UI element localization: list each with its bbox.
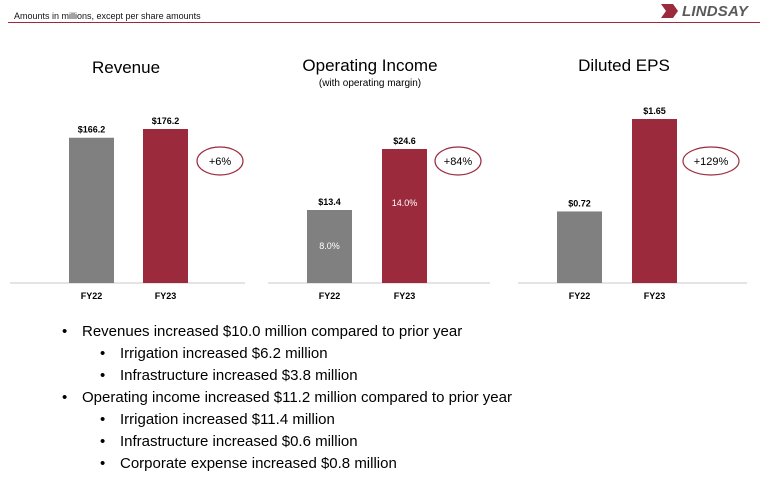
logo-text: LINDSAY <box>682 2 749 20</box>
revenue-change-badge <box>196 146 244 176</box>
lindsay-logo: LINDSAY <box>661 2 748 20</box>
revenue-value-label-fy23: $176.2 <box>152 116 180 126</box>
eps-chart-title: Diluted EPS <box>578 56 670 75</box>
operating-income-category-fy23: FY23 <box>394 291 416 301</box>
bullet-dot-icon: • <box>100 411 106 428</box>
sub-bullet-item: • Irrigation increased $11.4 million <box>100 411 335 428</box>
sub-bullet-item: • Infrastructure increased $3.8 million <box>100 367 358 384</box>
bullet-dot-icon: • <box>100 433 106 450</box>
revenue-category-fy22: FY22 <box>81 291 103 301</box>
bullet-item: • Revenues increased $10.0 million compar… <box>62 323 463 340</box>
eps-value-label-fy22: $0.72 <box>568 198 591 208</box>
bullet-dot-icon: • <box>100 455 106 472</box>
sub-bullet-item: • Irrigation increased $6.2 million <box>100 345 328 362</box>
bullet-text: Operating income increased $11.2 million… <box>82 389 512 406</box>
eps-category-fy22: FY22 <box>569 291 591 301</box>
revenue-category-fy23: FY23 <box>155 291 177 301</box>
revenue-chart-title: Revenue <box>91 58 161 77</box>
eps-category-fy23: FY23 <box>644 291 666 301</box>
header-rule <box>8 22 760 23</box>
bullet-text: Irrigation increased $6.2 million <box>120 345 328 362</box>
operating-income-change-badge <box>434 146 482 176</box>
eps-change-label: +129% <box>694 156 729 168</box>
bullet-text: Irrigation increased $11.4 million <box>120 411 335 428</box>
bullet-text: Corporate expense increased $0.8 million <box>120 455 397 472</box>
operating-income-margin-label-fy23: 14.0% <box>392 198 418 208</box>
sub-bullet-item: • Infrastructure increased $0.6 million <box>100 433 358 450</box>
charts-canvas: $166.2 FY22 $176.2 FY23 +6% $13.4 8.0% FY22 $24.… <box>10 106 747 301</box>
revenue-bar-fy22 <box>69 137 114 283</box>
logo-chevron-icon <box>661 4 678 18</box>
operating-income-chart-title: Operating Income <box>302 56 438 75</box>
bullet-dot-icon: • <box>62 323 68 340</box>
operating-income-value-label-fy23: $24.6 <box>393 136 416 146</box>
revenue-change-label: +6% <box>209 156 232 168</box>
bullet-text: Infrastructure increased $0.6 million <box>120 433 358 450</box>
bullet-text: Infrastructure increased $3.8 million <box>120 367 358 384</box>
bullet-text: Revenues increased $10.0 million compare… <box>82 323 463 340</box>
operating-income-bar-fy23 <box>382 149 427 283</box>
revenue-bar-fy23 <box>143 129 188 283</box>
bullet-item: • Operating income increased $11.2 millio… <box>62 389 512 406</box>
bullet-dot-icon: • <box>100 367 106 384</box>
operating-income-value-label-fy22: $13.4 <box>318 197 341 207</box>
sub-bullet-item: • Corporate expense increased $0.8 millio… <box>100 455 397 472</box>
operating-income-chart-subtitle: (with operating margin) <box>318 78 422 89</box>
revenue-value-label-fy22: $166.2 <box>78 125 106 135</box>
bullet-dot-icon: • <box>100 345 106 362</box>
operating-income-change-label: +84% <box>444 156 473 168</box>
eps-change-badge <box>682 146 740 176</box>
operating-income-category-fy22: FY22 <box>319 291 341 301</box>
eps-bar-fy22 <box>557 211 602 283</box>
bullet-dot-icon: • <box>62 389 68 406</box>
eps-bar-fy23 <box>632 119 677 283</box>
amounts-note: Amounts in millions, except per share am… <box>14 11 201 21</box>
operating-income-bar-fy22 <box>307 210 352 283</box>
eps-value-label-fy23: $1.65 <box>643 106 666 116</box>
operating-income-margin-label-fy22: 8.0% <box>319 241 340 251</box>
